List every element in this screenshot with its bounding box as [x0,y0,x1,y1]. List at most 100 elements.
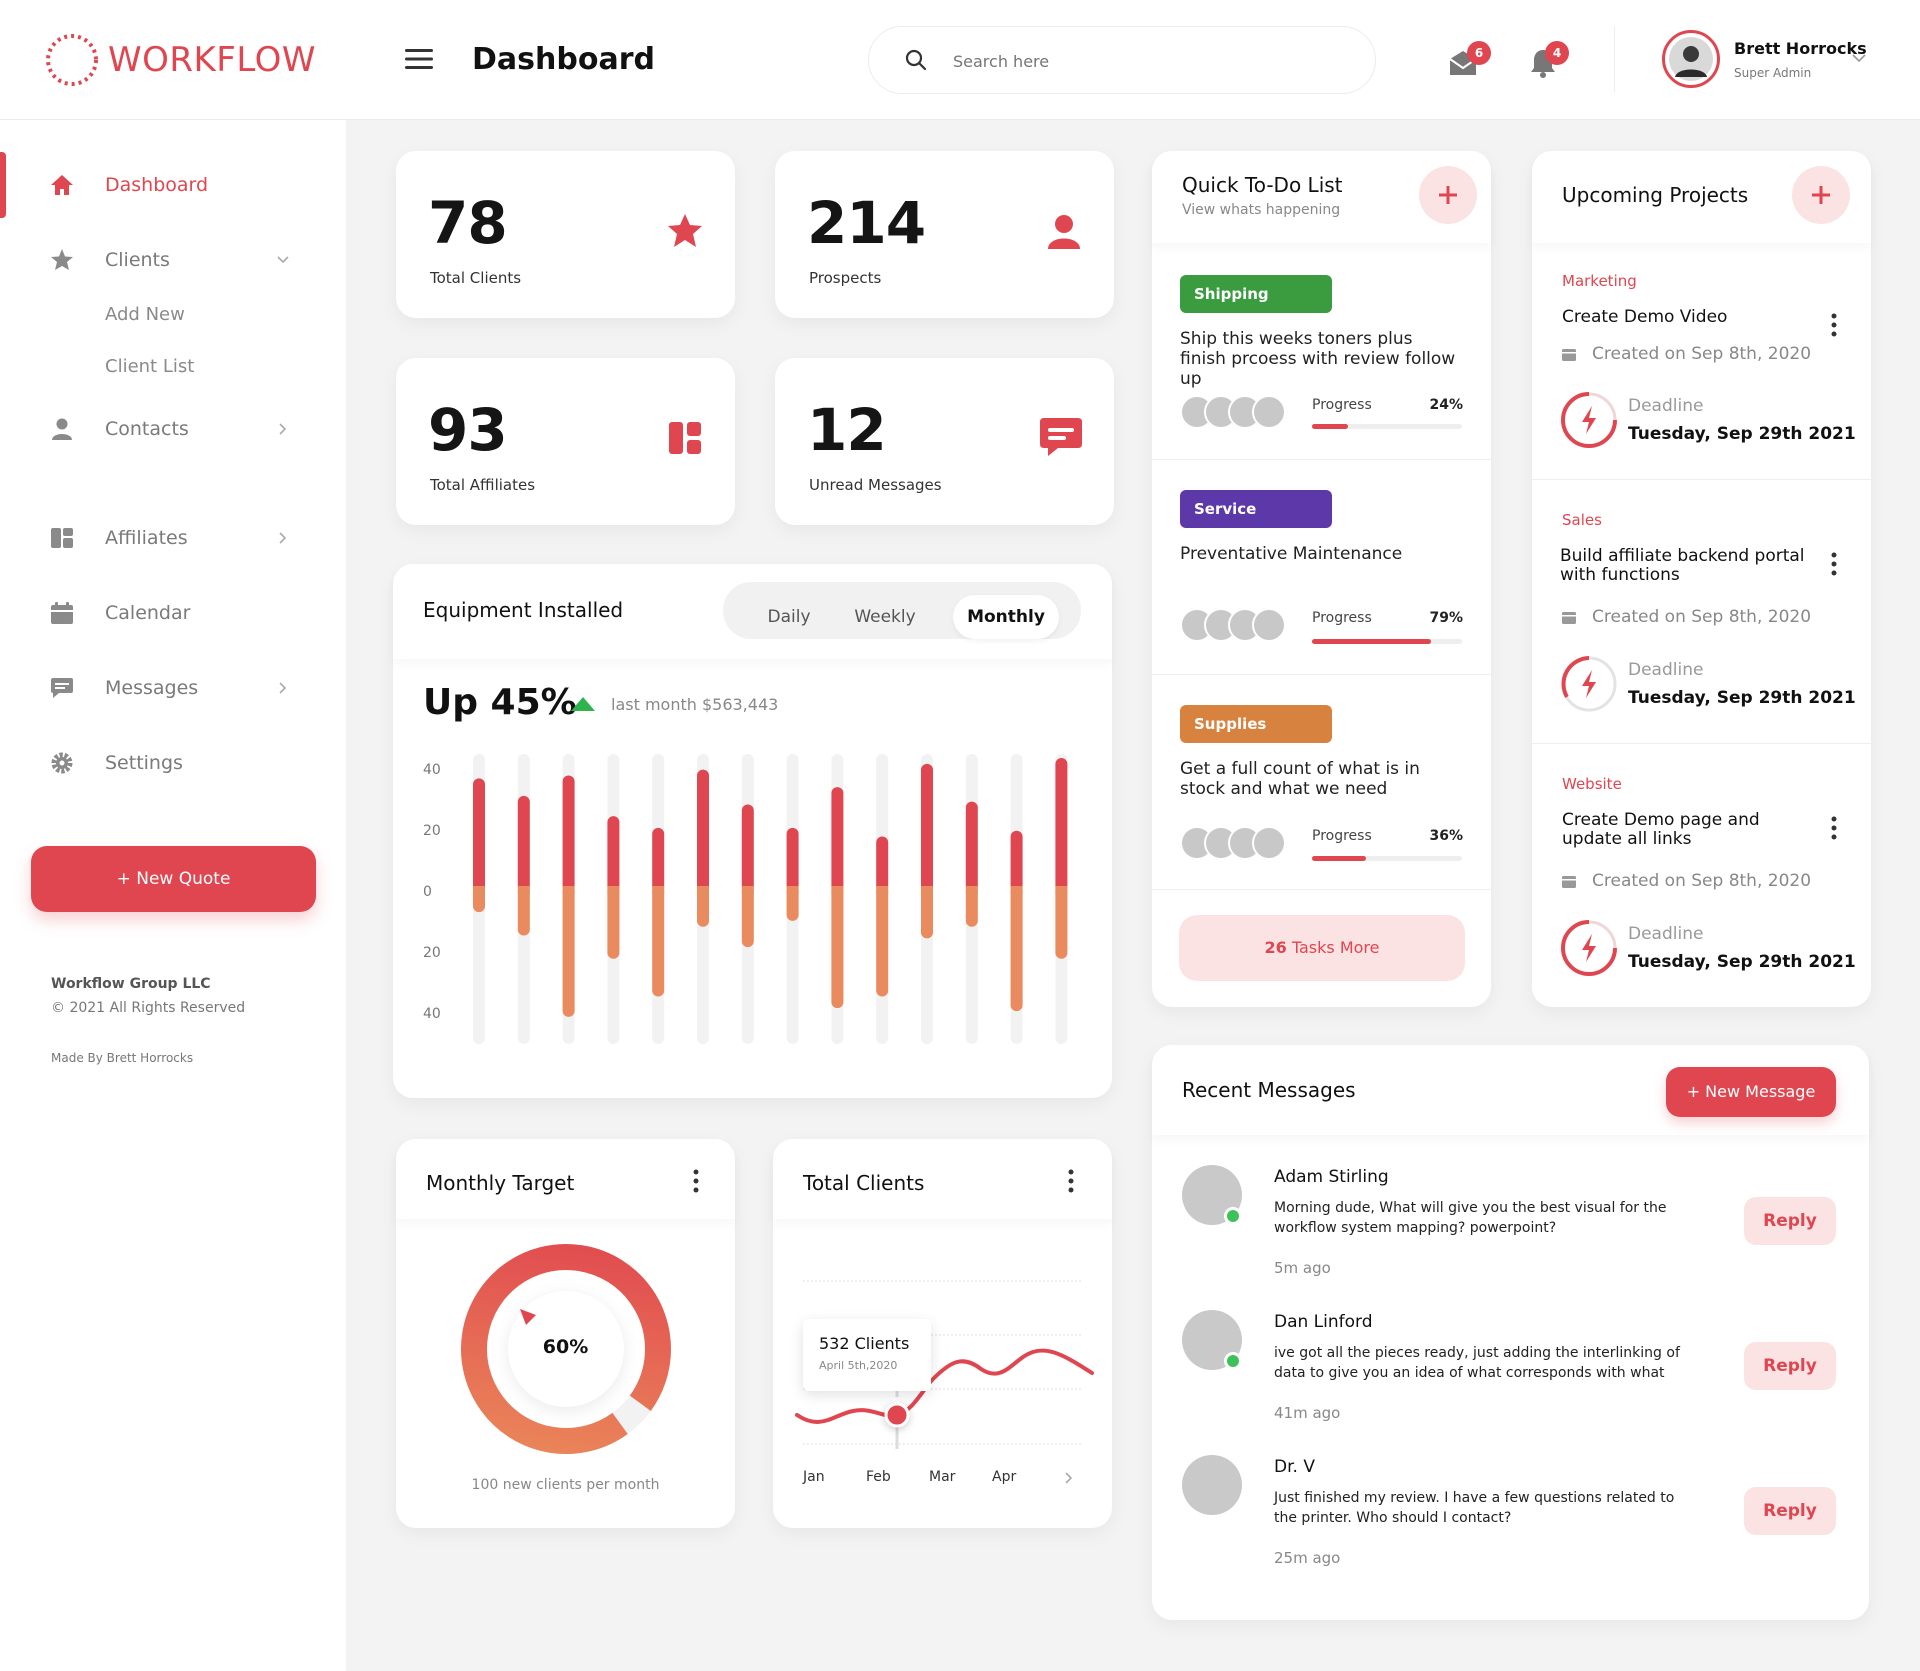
sidebar-subitem-add-new[interactable]: Add New [105,304,185,325]
todo-divider [1152,674,1491,675]
reply-button[interactable]: Reply [1744,1342,1836,1390]
bar-positive[interactable] [921,763,933,892]
new-message-button[interactable]: + New Message [1666,1067,1836,1117]
message-sender[interactable]: Adam Stirling [1274,1167,1389,1187]
bar-positive[interactable] [786,827,799,892]
stat-card-total-affiliates[interactable]: 93 Total Affiliates [396,358,735,525]
message-sender[interactable]: Dan Linford [1274,1312,1373,1332]
hamburger-menu-icon[interactable] [405,48,433,70]
online-status-dot [1224,1352,1242,1370]
sidebar-item-affiliates[interactable]: Affiliates [0,508,346,568]
chevron-right-icon[interactable] [1063,1471,1075,1485]
more-options-icon[interactable] [1831,313,1837,337]
plus-icon [1439,186,1457,204]
bar-negative[interactable] [607,886,620,959]
bar-positive[interactable] [1010,830,1023,892]
sidebar-item-clients[interactable]: Clients [0,230,346,290]
bar-negative[interactable] [876,886,889,997]
deadline-bolt-icon [1561,920,1617,976]
chevron-right-icon [279,532,287,544]
bar-negative[interactable] [1055,886,1068,959]
reply-button[interactable]: Reply [1744,1197,1836,1245]
project-title[interactable]: Create Demo Video [1562,307,1728,327]
bar-negative[interactable] [965,886,978,927]
clients-line-chart [795,1280,1094,1449]
bar-joint [741,886,754,894]
message-icon [51,678,73,698]
sidebar-item-messages[interactable]: Messages [0,658,346,718]
stat-card-unread-messages[interactable]: 12 Unread Messages [775,358,1114,525]
bar-positive[interactable] [517,795,530,892]
project-title[interactable]: Create Demo page and update all links [1562,810,1760,849]
more-tasks-button[interactable]: 26 Tasks More [1179,915,1465,981]
bar-positive[interactable] [697,769,709,892]
add-todo-button[interactable] [1419,166,1477,224]
bar-negative[interactable] [741,886,754,948]
bar-positive[interactable] [652,827,665,892]
stat-card-total-clients[interactable]: 78 Total Clients [396,151,735,318]
bar-positive[interactable] [562,775,575,892]
bar-joint [876,886,889,894]
target-caption: 100 new clients per month [471,1477,660,1493]
sidebar-item-calendar[interactable]: Calendar [0,583,346,643]
more-options-icon[interactable] [1831,552,1837,576]
chevron-down-icon [277,256,289,264]
more-options-icon[interactable] [1068,1169,1074,1193]
bar-negative[interactable] [921,886,933,939]
stat-card-prospects[interactable]: 214 Prospects [775,151,1114,318]
bar-positive[interactable] [1055,758,1068,892]
bar-negative[interactable] [652,886,665,997]
project-created: Created on Sep 8th, 2020 [1592,607,1812,627]
bar-negative[interactable] [1010,886,1023,1012]
todo-subtitle: View whats happening [1182,202,1341,218]
tab-daily[interactable]: Daily [767,607,811,627]
assignee-avatars [1180,826,1290,860]
new-quote-button[interactable]: + New Quote [31,846,316,912]
star-icon [51,249,73,270]
message-text: ive got all the pieces ready, just addin… [1274,1345,1680,1381]
bar-positive[interactable] [741,804,754,892]
bar-positive[interactable] [473,778,485,892]
reply-button[interactable]: Reply [1744,1487,1836,1535]
bar-negative[interactable] [517,886,530,936]
chevron-right-icon [279,423,287,435]
user-avatar[interactable] [1662,30,1720,88]
bar-positive[interactable] [965,801,978,892]
search-input[interactable] [953,45,1333,77]
bar-negative[interactable] [786,886,799,921]
message-time: 41m ago [1274,1404,1341,1422]
add-project-button[interactable] [1792,166,1850,224]
sidebar-item-settings[interactable]: Settings [0,733,346,793]
deadline-label: Deadline [1628,924,1704,944]
target-percent: 60% [542,1336,589,1358]
project-title[interactable]: Build affiliate backend portal with func… [1560,546,1805,585]
sidebar-item-label: Calendar [105,602,191,624]
sidebar-item-dashboard[interactable]: Dashboard [0,155,346,215]
bar-positive[interactable] [607,816,620,892]
donut-center [508,1291,624,1407]
tooltip-value: 532 Clients [819,1334,910,1353]
search-box[interactable] [868,26,1376,94]
chevron-down-icon[interactable] [1852,53,1866,63]
y-tick-label: 20 [423,823,441,839]
trend-up-icon [571,697,595,711]
bar-positive[interactable] [831,787,844,892]
message-sender[interactable]: Dr. V [1274,1457,1315,1477]
tab-weekly[interactable]: Weekly [854,607,916,627]
sidebar-subitem-client-list[interactable]: Client List [105,356,195,377]
avatar[interactable] [1182,1455,1242,1515]
bar-negative[interactable] [831,886,844,1009]
bar-positive[interactable] [876,836,889,892]
hover-point[interactable] [884,1402,910,1428]
calendar-icon [1562,349,1576,361]
star-icon [668,214,702,247]
more-options-icon[interactable] [1831,816,1837,840]
todo-text: Get a full count of what is in stock and… [1180,759,1420,799]
user-name[interactable]: Brett Horrocks [1734,39,1867,58]
bar-negative[interactable] [562,886,575,1017]
more-options-icon[interactable] [693,1169,699,1193]
bar-negative[interactable] [697,886,709,927]
sidebar-item-contacts[interactable]: Contacts [0,399,346,459]
tab-monthly[interactable]: Monthly [953,595,1059,639]
sidebar-item-label: Affiliates [105,527,188,549]
